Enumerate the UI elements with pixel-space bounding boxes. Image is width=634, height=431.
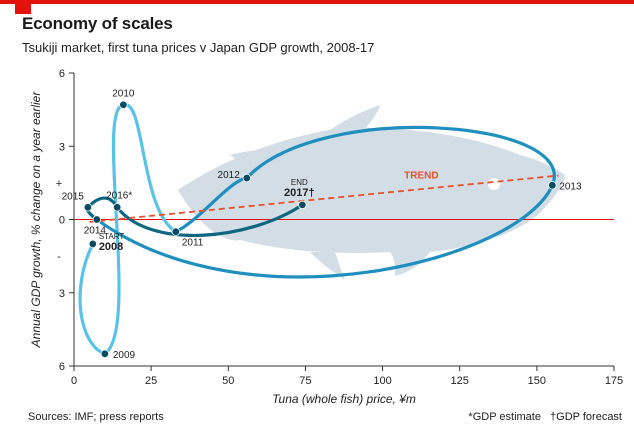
x-tick-label: 175 [605, 375, 623, 387]
point-label-2012: 2012 [218, 170, 241, 181]
segment-2012-2013 [245, 125, 556, 187]
x-tick-label: 25 [145, 375, 157, 387]
y-axis-ticks: 6 3 0 3 6 + - [56, 68, 74, 373]
point-label-2016: 2016* [106, 190, 132, 201]
y-tick-label: 6 [59, 68, 65, 80]
point-2009 [100, 349, 110, 358]
y-tick-label: 3 [59, 141, 65, 153]
point-label-2011: 2011 [182, 238, 204, 249]
point-label-2014: 2014 [84, 226, 107, 237]
x-tick-label: 0 [71, 375, 77, 387]
tuna-body [178, 105, 565, 276]
point-2008 [88, 239, 98, 249]
tuna-ventral-fin [310, 252, 345, 280]
segment-2009-2010 [103, 103, 125, 356]
y-plus-sign: + [56, 178, 62, 190]
y-axis-label: Annual GDP growth, % change on a year ea… [29, 91, 43, 349]
point-2012 [242, 173, 251, 183]
y-tick-label: 3 [59, 288, 65, 300]
point-label-2013: 2013 [559, 181, 582, 192]
point-prefix-2008: START [99, 232, 125, 241]
point-2017 [298, 200, 307, 210]
point-label-2008: 2008 [99, 241, 123, 253]
top-accent-bar [0, 0, 634, 4]
x-axis-ticks: 0 25 50 75 100 125 150 175 [71, 366, 623, 387]
series-lines [78, 103, 556, 356]
red-tag [15, 0, 31, 14]
point-prefix-2017: END [291, 178, 308, 187]
segment-2011-2012 [174, 176, 249, 234]
footnotes: *GDP estimate †GDP forecast [462, 411, 622, 423]
y-tick-label: 6 [59, 361, 65, 373]
point-2010 [119, 100, 128, 109]
tuna-dorsal-fin [230, 149, 290, 162]
x-tick-label: 150 [528, 375, 546, 387]
x-tick-label: 100 [373, 375, 391, 387]
point-label-2010: 2010 [112, 89, 135, 100]
x-axis-label: Tuna (whole fish) price, ¥m [272, 392, 416, 406]
point-label-2009: 2009 [113, 350, 136, 361]
x-tick-label: 125 [451, 375, 469, 387]
tuna-eye [488, 178, 500, 190]
segment-2013-2014 [95, 183, 554, 279]
point-2011 [171, 227, 181, 236]
chart-title: Economy of scales [22, 14, 173, 33]
point-2013 [548, 181, 557, 190]
segment-2010-2011 [121, 103, 178, 234]
segment-2016-2017 [115, 203, 304, 238]
point-label-2015: 2015 [62, 191, 85, 202]
footnote-gdp-estimate: *GDP estimate [468, 411, 541, 423]
footnote-gdp-forecast: †GDP forecast [550, 411, 622, 423]
point-label-2017: 2017† [284, 187, 315, 199]
y-minus-sign: - [57, 251, 61, 263]
point-2016 [112, 203, 122, 212]
y-tick-label: 0 [59, 215, 65, 227]
trend-label: TREND [404, 170, 438, 181]
x-tick-label: 50 [222, 375, 234, 387]
point-2014 [92, 215, 102, 224]
trend-line [89, 174, 559, 223]
x-tick-label: 75 [299, 375, 311, 387]
chart-subtitle: Tsukiji market, first tuna prices v Japa… [22, 40, 375, 55]
sources-note: Sources: IMF; press reports [28, 411, 164, 423]
segment-2008-2009 [78, 242, 107, 356]
tuna-silhouette [178, 105, 565, 280]
point-2015 [83, 203, 93, 212]
